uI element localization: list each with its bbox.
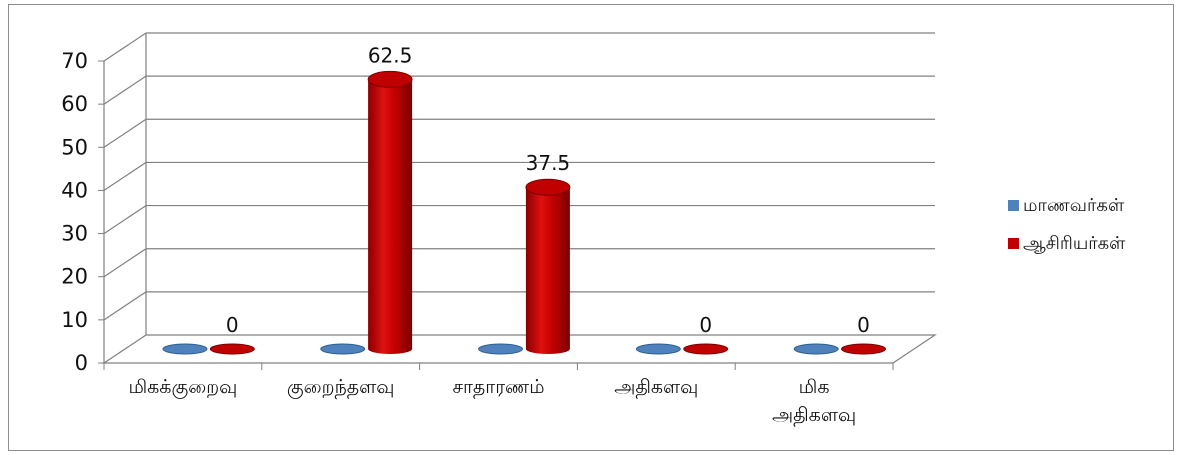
gridline-side	[103, 205, 147, 235]
gridline-side	[103, 248, 147, 278]
y-tick-label: 60	[61, 92, 88, 116]
chart-walls	[102, 33, 937, 364]
gridline-side	[103, 32, 147, 62]
x-category-label: மிக	[799, 376, 830, 398]
bar-flat	[320, 343, 366, 355]
bar-flat	[683, 343, 729, 355]
bar-top	[367, 70, 413, 88]
bar-flat	[793, 343, 839, 355]
bar-flat	[841, 343, 887, 355]
gridline-side	[103, 118, 147, 148]
x-category-label: அதிகளவு	[772, 404, 856, 427]
bar-flat	[478, 343, 524, 355]
x-category-label: அதிகளவு	[614, 376, 698, 399]
data-label: 37.5	[526, 151, 571, 175]
x-category-label: சாதாரணம்	[452, 376, 544, 399]
bar-flat	[162, 343, 208, 355]
legend-label: ஆசிரியர்கள்	[1023, 233, 1126, 254]
x-category-label: மிகக்குறைவு	[128, 376, 237, 399]
data-label: 0	[226, 313, 239, 337]
chart-floor	[102, 334, 937, 364]
data-label: 62.5	[368, 43, 413, 67]
bars	[162, 70, 887, 355]
legend-swatch	[1008, 200, 1019, 211]
gridline-side	[103, 161, 147, 191]
bar-flat	[635, 343, 681, 355]
x-axis: மிகக்குறைவு குறைந்தளவு சாதாரணம் அதிகளவு மிக அ…	[103, 363, 894, 427]
bar-body	[368, 79, 413, 354]
legend-label: மாணவர்கள்	[1023, 195, 1125, 216]
data-labels: 0 62.5 37.5 0 0	[226, 43, 870, 337]
y-axis: 0 10 20 30 40 50 60 70	[61, 49, 104, 375]
y-tick-label: 40	[61, 178, 88, 202]
legend-swatch	[1008, 238, 1019, 249]
gridlines	[103, 32, 935, 321]
data-label: 0	[699, 313, 712, 337]
y-tick-label: 20	[61, 265, 88, 289]
y-tick-label: 50	[61, 135, 88, 159]
y-tick-label: 30	[61, 222, 88, 246]
x-category-label: குறைந்தளவு	[287, 376, 395, 399]
legend: மாணவர்கள் ஆசிரியர்கள்	[1008, 195, 1126, 254]
y-tick-label: 0	[75, 351, 88, 375]
chart-frame	[8, 4, 1174, 451]
bar-flat	[209, 343, 255, 355]
data-label: 0	[857, 313, 870, 337]
gridline-side	[103, 75, 147, 105]
bar-body	[525, 187, 570, 354]
y-tick-label: 10	[61, 308, 88, 332]
bar-top	[525, 178, 571, 196]
gridline-side	[103, 291, 147, 321]
y-tick-label: 70	[61, 49, 88, 73]
